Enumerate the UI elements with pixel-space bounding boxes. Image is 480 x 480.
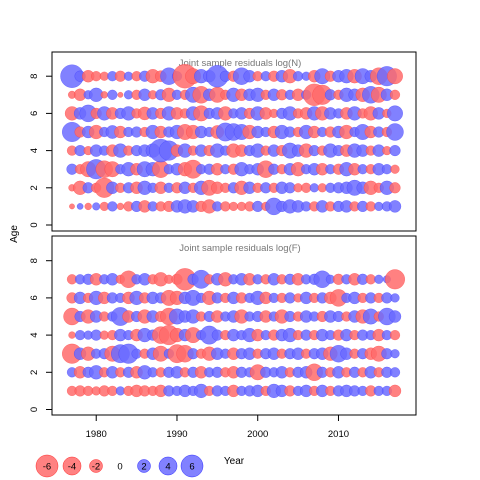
- y-tick-label-logf-2: 2: [29, 370, 40, 375]
- bubble-logf-age6-2017: [390, 293, 400, 303]
- bubble-logn-age1-1979: [84, 202, 92, 211]
- bubble-logf-age7-2015: [374, 274, 384, 284]
- panel-logn-title: Joint sample residuals log(N): [179, 58, 302, 69]
- panel-logn-y-axis: 0 2 4 6 8: [29, 74, 52, 228]
- bubble-logf-age1-2017: [388, 384, 402, 398]
- bubble-logf-age3-2017: [390, 349, 400, 359]
- bubble-logn-age1-2017: [388, 200, 402, 213]
- bubble-logn-age1-1983: [116, 202, 125, 211]
- y-tick-label-logn-0: 0: [29, 222, 40, 227]
- bubble-logn-age7-1981: [100, 91, 108, 99]
- bubble-logn-age8-2017: [387, 68, 403, 85]
- panel-logn-marks: [60, 63, 404, 216]
- x-tick-label-1980: 1980: [86, 429, 107, 440]
- legend-label-2: 2: [141, 462, 146, 473]
- x-axis: 1980 1990 2000 2010: [86, 415, 349, 440]
- bubble-logn-age8-1980: [91, 71, 102, 82]
- bubble-logn-age7-2017: [389, 89, 401, 100]
- y-tick-label-logn-6: 6: [29, 111, 40, 116]
- bubble-logn-age2-2017: [389, 182, 401, 194]
- bubble-logn-age1-1977: [69, 203, 75, 210]
- y-tick-label-logf-4: 4: [29, 332, 40, 337]
- legend-bubble-4: [158, 456, 178, 476]
- legend-label-0: 0: [117, 462, 122, 473]
- y-axis-label: Age: [9, 225, 20, 243]
- legend-label--4: -4: [68, 462, 76, 473]
- panel-logf-title: Joint sample residuals log(F): [179, 243, 300, 254]
- bubble-logn-age1-1997: [228, 201, 239, 211]
- legend-label--2: -2: [92, 462, 100, 473]
- y-tick-label-logf-8: 8: [29, 258, 40, 263]
- bubble-logn-age1-1996: [220, 201, 231, 212]
- y-tick-label-logf-6: 6: [29, 295, 40, 300]
- bubble-logf-age4-1977: [68, 331, 76, 339]
- panel-logf-y-axis: 0 2 4 6 8: [29, 258, 52, 412]
- panel-logf-frame: [51, 235, 417, 416]
- bubble-logn-age2-2007: [309, 183, 319, 193]
- y-tick-label-logn-4: 4: [29, 148, 40, 153]
- y-tick-label-logn-2: 2: [29, 185, 40, 190]
- bubble-logn-age3-2016: [381, 164, 393, 175]
- bubble-size-legend: -6 -4 -2 0 2 4 6: [35, 454, 204, 478]
- bubble-logn-age1-1980: [92, 202, 101, 211]
- bubble-logf-age4-1978: [74, 330, 86, 341]
- y-tick-label-logf-0: 0: [29, 407, 40, 412]
- legend-label-6: 6: [189, 462, 194, 473]
- legend-label--6: -6: [43, 462, 51, 473]
- legend-bubble-2: [137, 459, 151, 473]
- x-axis-label: Year: [224, 456, 245, 467]
- legend-bubble-6: [180, 454, 204, 478]
- bubble-logn-age6-2017: [387, 105, 403, 122]
- bubble-logn-age2-2006: [301, 182, 312, 193]
- bubble-logn-age7-1983: [117, 91, 124, 98]
- panel-logn-frame: [51, 51, 417, 232]
- bubble-logf-age5-2017: [388, 310, 402, 323]
- x-tick-label-2000: 2000: [247, 429, 268, 440]
- x-tick-label-1990: 1990: [166, 429, 187, 440]
- legend-label-4: 4: [165, 462, 170, 473]
- bubble-logf-age7-2017: [385, 269, 406, 290]
- legend-bubble--6: [35, 454, 59, 478]
- bubble-logn-age7-1982: [107, 89, 118, 100]
- bubble-logn-age3-2017: [390, 164, 400, 174]
- bubble-logf-age4-2017: [389, 330, 401, 341]
- bubble-logf-age2-2017: [389, 367, 401, 378]
- bubble-logn-age5-2017: [386, 123, 404, 141]
- panel-logf-marks: [62, 268, 406, 399]
- bubble-logn-age8-2005: [293, 71, 304, 82]
- legend-bubble--4: [62, 456, 82, 476]
- x-tick-label-2010: 2010: [328, 429, 349, 440]
- bubble-logn-age1-1982: [107, 201, 118, 212]
- bubble-logn-age4-2017: [389, 145, 401, 157]
- legend-bubble--2: [89, 459, 103, 473]
- bubble-logn-age1-1978: [76, 203, 84, 210]
- y-tick-label-logn-8: 8: [29, 74, 40, 79]
